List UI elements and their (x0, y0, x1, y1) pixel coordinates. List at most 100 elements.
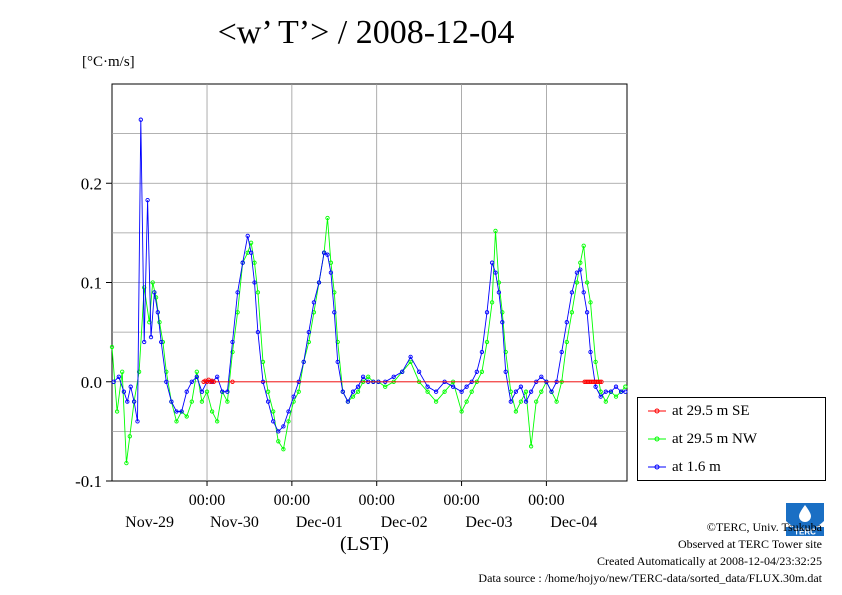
data-point (493, 270, 498, 275)
day-label: Dec-02 (381, 514, 428, 531)
data-point (325, 215, 330, 221)
data-point (554, 399, 559, 404)
data-point (513, 409, 519, 414)
data-point (474, 369, 479, 374)
data-point (469, 389, 474, 394)
data-point (159, 339, 164, 345)
data-point (608, 389, 614, 394)
data-point (248, 250, 254, 255)
legend-item-1-6m: at 1.6 m (646, 457, 721, 477)
data-point (155, 310, 160, 315)
legend-swatch-green-icon (648, 436, 666, 442)
data-point (145, 197, 150, 203)
data-point (574, 270, 580, 275)
data-point (523, 389, 529, 394)
data-point (578, 267, 583, 272)
legend-swatch-red-icon (648, 408, 666, 414)
data-point (125, 399, 130, 404)
data-point (623, 389, 628, 394)
y-tick-label: 0.1 (81, 274, 102, 293)
data-point (335, 359, 340, 365)
data-point (442, 389, 447, 394)
legend-label-se: at 29.5 m SE (672, 402, 750, 419)
footer-source: Data source : /home/hojyo/new/TERC-data/… (478, 571, 822, 585)
data-point (124, 460, 129, 466)
y-tick-label: 0.0 (81, 373, 102, 392)
data-point (569, 310, 575, 315)
data-point (252, 280, 257, 285)
data-point (131, 399, 137, 404)
legend: at 29.5 m SE at 29.5 m NW at 1.6 m (637, 397, 826, 481)
data-point (493, 228, 498, 234)
legend-label-nw: at 29.5 m NW (672, 430, 757, 447)
data-point (360, 374, 366, 379)
data-point (148, 334, 154, 340)
x-tick-label: 00:00 (358, 492, 394, 509)
data-point (169, 399, 174, 404)
data-point (400, 369, 405, 374)
data-point (230, 379, 235, 384)
data-point (189, 399, 194, 404)
data-point (350, 389, 356, 394)
data-point (597, 379, 603, 384)
data-point (325, 252, 330, 257)
data-point (534, 399, 539, 404)
data-point (408, 359, 413, 365)
data-point (276, 439, 281, 444)
data-point (366, 374, 371, 379)
x-tick-label: 00:00 (189, 492, 225, 509)
data-point (128, 384, 133, 389)
series-line (113, 119, 626, 433)
data-point (179, 409, 184, 414)
data-point (345, 399, 351, 404)
data-point (199, 399, 205, 404)
data-point (211, 379, 216, 384)
data-point (138, 117, 143, 122)
data-point (230, 349, 235, 355)
data-point (484, 339, 490, 345)
data-point (581, 290, 586, 295)
data-point (311, 300, 317, 305)
y-tick-label: 0.2 (81, 174, 102, 193)
data-point (240, 260, 245, 265)
data-point (150, 280, 155, 285)
logo-text: TERC (794, 528, 816, 537)
data-point (204, 389, 210, 394)
data-point (355, 384, 361, 389)
data-point (174, 409, 179, 414)
data-point (194, 369, 199, 374)
data-point (549, 389, 554, 394)
data-point (559, 349, 564, 355)
footer-created: Created Automatically at 2008-12-04/23:3… (597, 554, 822, 568)
data-point (235, 290, 240, 295)
footer-observed: Observed at TERC Tower site (677, 537, 822, 551)
data-point (209, 409, 215, 414)
data-point (276, 429, 281, 434)
data-point (581, 243, 586, 248)
data-point (252, 260, 257, 265)
data-point (500, 320, 505, 325)
day-label: Dec-03 (465, 514, 512, 531)
data-point (286, 409, 291, 414)
x-tick-label: 00:00 (528, 492, 564, 509)
terc-logo-icon: TERC (786, 503, 824, 537)
data-point (174, 419, 179, 424)
data-point (464, 384, 469, 389)
data-point (593, 384, 598, 389)
data-point (245, 233, 250, 239)
data-point (513, 389, 519, 394)
data-point (523, 399, 529, 404)
data-point (603, 399, 608, 404)
data-point (328, 270, 334, 275)
data-point (391, 374, 396, 379)
x-tick-label: 00:00 (443, 492, 479, 509)
data-point (459, 389, 464, 394)
data-point (593, 359, 598, 365)
x-axis-label: (LST) (340, 533, 389, 555)
data-point (484, 310, 490, 315)
data-point (479, 349, 485, 355)
data-point (340, 389, 345, 394)
data-point (199, 389, 205, 394)
data-point (184, 414, 189, 419)
data-point (271, 419, 276, 424)
